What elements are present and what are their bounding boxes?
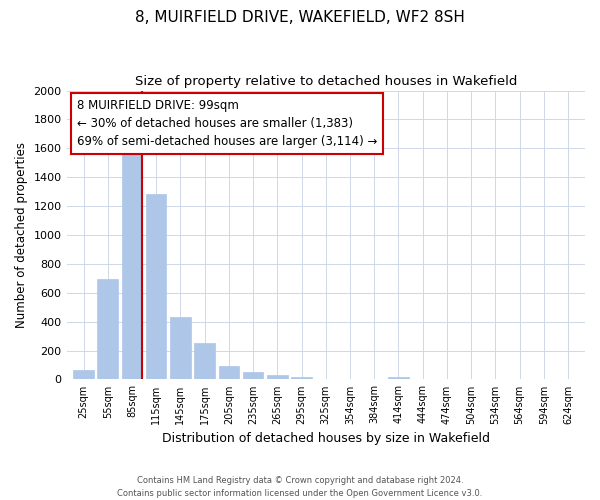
Title: Size of property relative to detached houses in Wakefield: Size of property relative to detached ho… (134, 75, 517, 88)
X-axis label: Distribution of detached houses by size in Wakefield: Distribution of detached houses by size … (162, 432, 490, 445)
Bar (218, 366, 239, 380)
Bar (73, 370, 94, 380)
Text: 8 MUIRFIELD DRIVE: 99sqm
← 30% of detached houses are smaller (1,383)
69% of sem: 8 MUIRFIELD DRIVE: 99sqm ← 30% of detach… (77, 99, 377, 148)
Bar (146, 194, 166, 380)
Text: 8, MUIRFIELD DRIVE, WAKEFIELD, WF2 8SH: 8, MUIRFIELD DRIVE, WAKEFIELD, WF2 8SH (135, 10, 465, 25)
Bar (170, 316, 191, 380)
Bar (267, 375, 287, 380)
Bar (388, 378, 409, 380)
Y-axis label: Number of detached properties: Number of detached properties (15, 142, 28, 328)
Bar (291, 376, 312, 380)
Bar (97, 279, 118, 380)
Text: Contains HM Land Registry data © Crown copyright and database right 2024.
Contai: Contains HM Land Registry data © Crown c… (118, 476, 482, 498)
Bar (243, 372, 263, 380)
Bar (122, 142, 142, 380)
Bar (194, 342, 215, 380)
